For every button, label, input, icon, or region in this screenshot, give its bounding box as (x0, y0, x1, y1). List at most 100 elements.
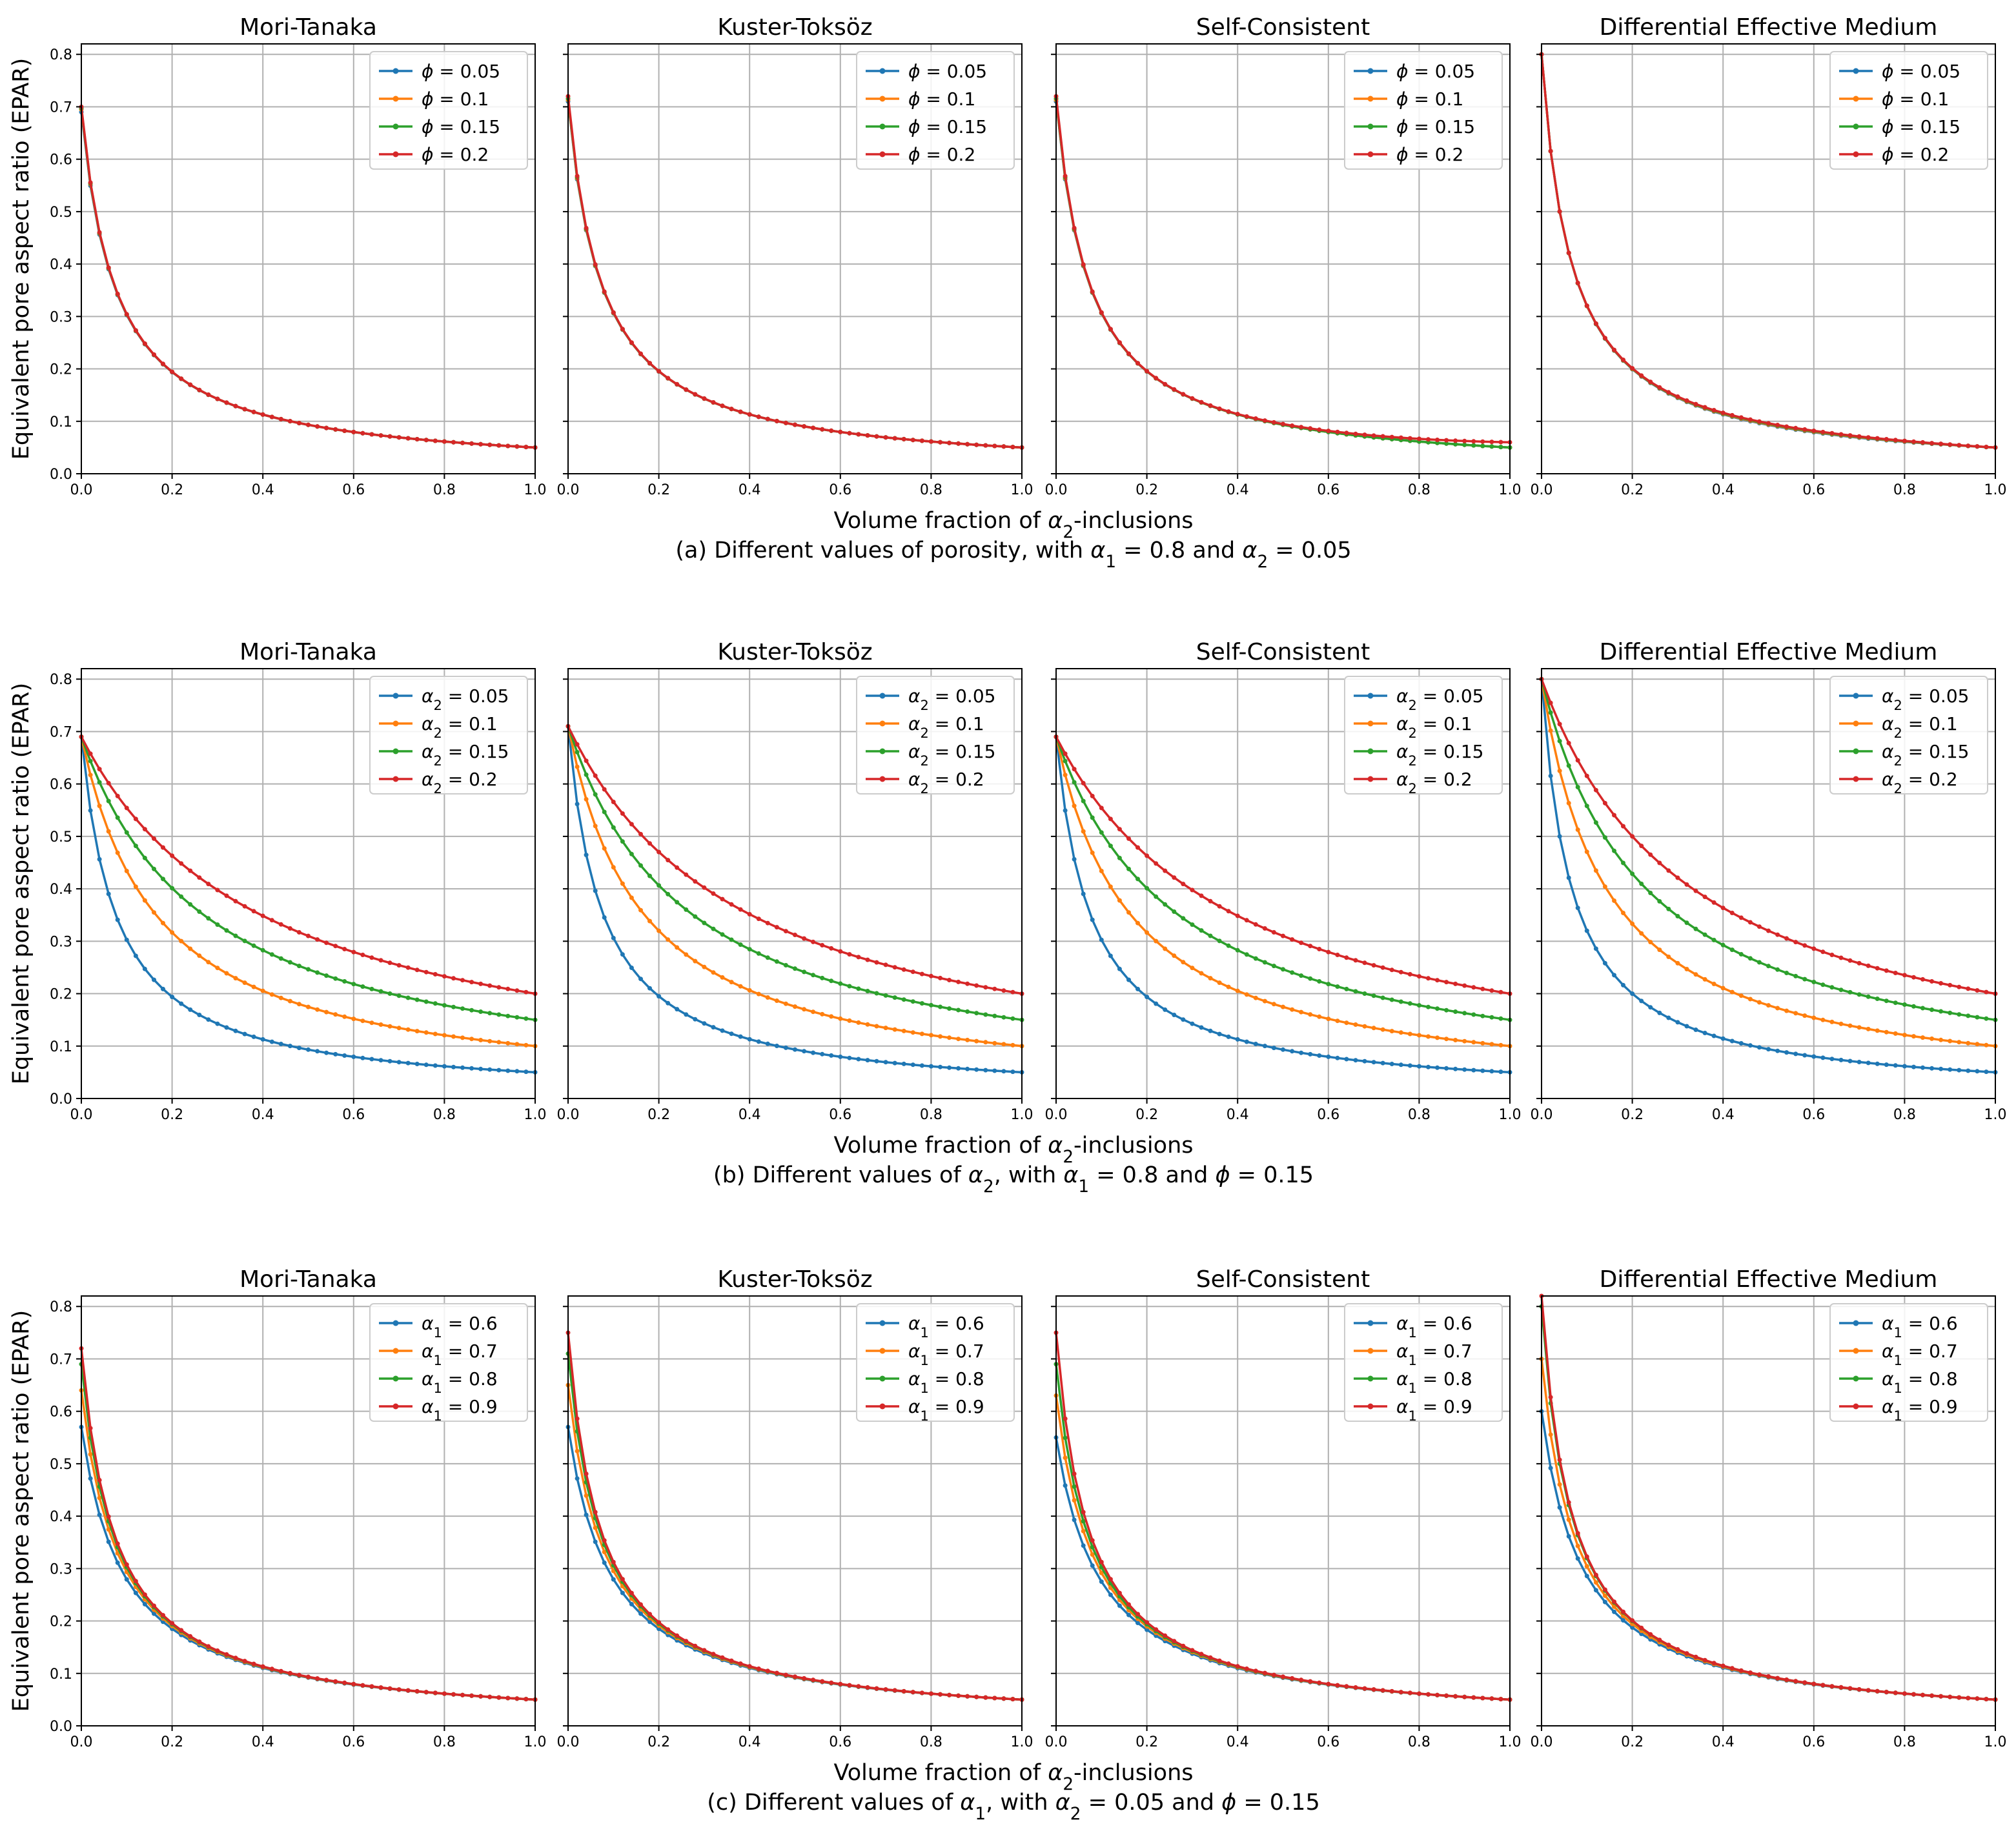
legend-label: α2 = 0.15 (1396, 741, 1483, 769)
data-point (423, 999, 429, 1004)
panel-title: Self-Consistent (1196, 1266, 1370, 1293)
legend-marker (879, 68, 886, 74)
data-point (1893, 1000, 1898, 1006)
legend-marker (392, 68, 399, 74)
data-point (1684, 398, 1689, 403)
data-point (487, 1011, 493, 1016)
legend-marker (879, 1375, 886, 1382)
data-point (414, 437, 420, 441)
data-point (693, 914, 698, 919)
legend-marker (1367, 96, 1374, 102)
data-point (1262, 418, 1267, 423)
data-point (460, 1006, 465, 1011)
data-point (405, 1688, 411, 1693)
data-point (161, 361, 165, 367)
data-point (919, 1001, 924, 1006)
data-point (865, 1058, 870, 1063)
data-point (1416, 1064, 1421, 1069)
data-point (97, 1512, 102, 1517)
x-tick-label: 0.8 (1893, 1107, 1916, 1123)
data-point (1010, 1042, 1015, 1048)
data-point (720, 1655, 725, 1660)
data-point (1108, 844, 1113, 849)
data-point (1217, 1031, 1222, 1037)
data-point (1317, 947, 1322, 951)
data-point (115, 1541, 120, 1546)
x-tick-label: 0.4 (1712, 1734, 1735, 1750)
data-point (1308, 1051, 1313, 1057)
data-point (124, 312, 129, 317)
data-point (702, 1021, 707, 1026)
data-point (847, 1055, 852, 1060)
data-point (611, 825, 616, 830)
data-point (575, 1448, 580, 1453)
x-tick-label: 1.0 (1984, 1734, 2007, 1750)
data-point (1489, 444, 1494, 449)
data-point (638, 977, 643, 982)
data-point (1362, 1058, 1367, 1064)
data-point (1747, 997, 1753, 1002)
legend-marker (879, 693, 886, 699)
x-tick-label: 0.8 (433, 1107, 456, 1123)
data-point (1389, 1688, 1394, 1694)
data-point (1575, 906, 1580, 911)
legend-marker (1367, 1348, 1374, 1354)
data-point (1984, 1697, 1989, 1702)
data-point (793, 1047, 797, 1052)
data-point (260, 988, 265, 993)
data-point (1001, 444, 1006, 449)
data-point (433, 1063, 438, 1068)
data-point (1398, 999, 1403, 1004)
data-point (1593, 868, 1598, 873)
data-point (1072, 1484, 1077, 1489)
data-point (369, 1684, 374, 1689)
legend-marker (392, 1348, 399, 1354)
data-point (1548, 1466, 1553, 1471)
x-tick-label: 0.2 (647, 1107, 670, 1123)
data-point (1199, 928, 1204, 933)
data-point (838, 949, 843, 954)
data-point (1920, 1035, 1925, 1040)
data-point (1271, 964, 1276, 969)
legend-label: α2 = 0.05 (422, 685, 509, 713)
data-point (1126, 351, 1131, 356)
data-point (360, 984, 365, 989)
data-point (1001, 1015, 1006, 1020)
data-point (947, 1035, 952, 1040)
data-point (992, 1068, 997, 1073)
data-point (693, 1017, 698, 1022)
data-point (1010, 1697, 1015, 1702)
legend-label: ϕ = 0.05 (908, 61, 987, 82)
data-point (1063, 1455, 1068, 1461)
data-point (1371, 1687, 1376, 1692)
panel-title: Self-Consistent (1196, 639, 1370, 665)
data-point (1639, 844, 1644, 849)
data-point (1593, 787, 1598, 793)
data-point (883, 435, 888, 440)
data-point (575, 802, 580, 807)
data-point (1362, 432, 1367, 438)
data-point (865, 1685, 870, 1690)
data-point (124, 830, 129, 835)
data-point (1957, 1012, 1962, 1017)
data-point (1729, 412, 1735, 418)
data-point (1612, 1599, 1616, 1604)
data-point (1784, 1050, 1789, 1055)
data-point (106, 798, 111, 804)
data-point (983, 1012, 988, 1017)
legend-label: ϕ = 0.1 (908, 88, 975, 110)
data-point (1181, 1017, 1186, 1022)
data-point (1299, 1050, 1304, 1055)
data-point (629, 851, 634, 856)
data-point (342, 979, 347, 984)
data-point (278, 956, 283, 961)
data-point (1190, 966, 1195, 971)
data-point (675, 1007, 680, 1012)
data-point (1444, 1007, 1449, 1013)
data-point (666, 891, 671, 896)
legend-marker (1853, 123, 1859, 130)
data-point (179, 1628, 184, 1633)
row-caption: (c) Different values of α1, with α2 = 0.… (707, 1790, 1319, 1822)
data-point (1820, 429, 1826, 434)
